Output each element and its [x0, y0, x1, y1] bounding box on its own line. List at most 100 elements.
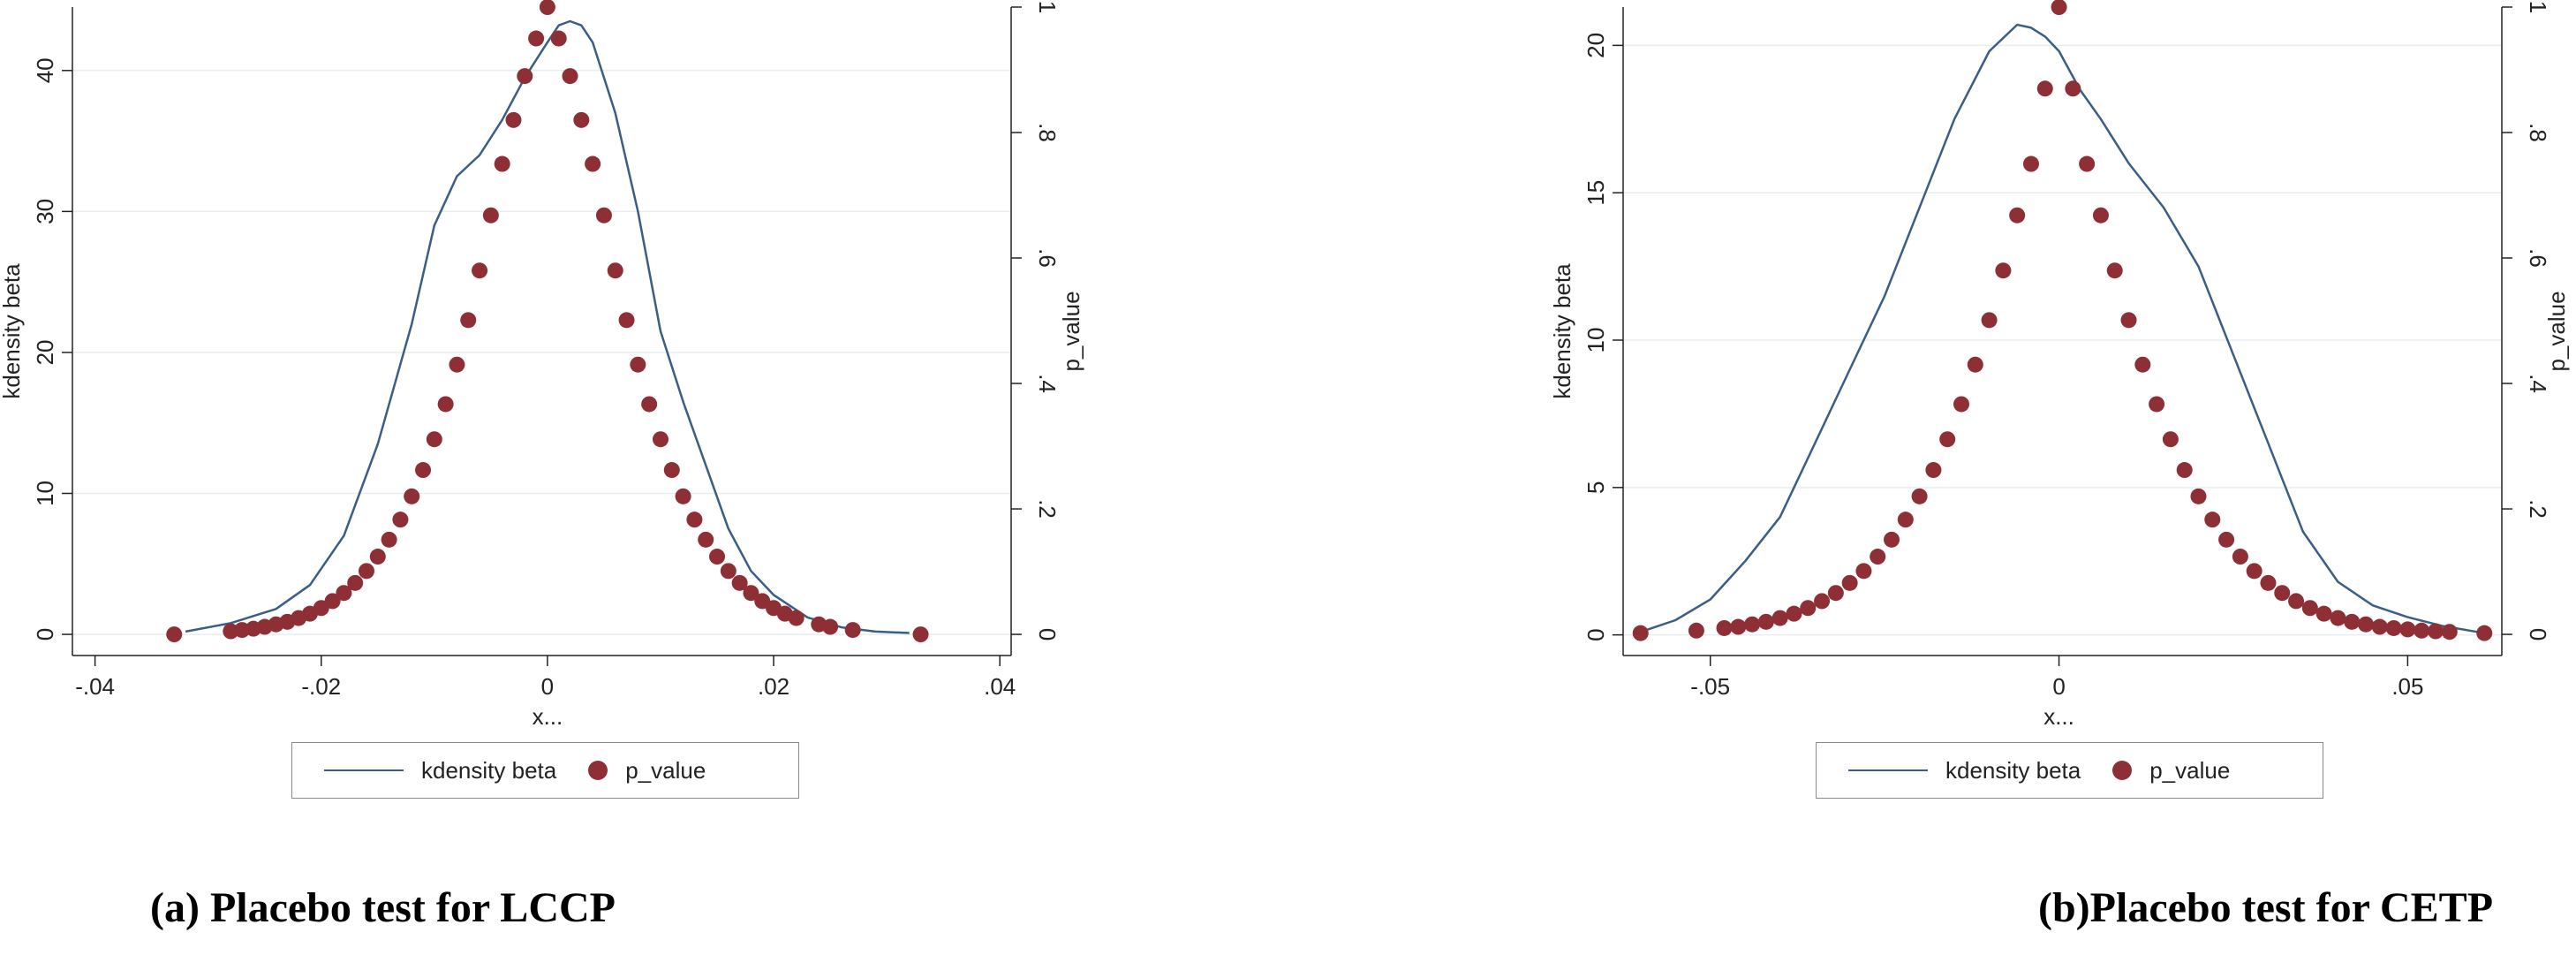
y-right-tick-label: 0: [1034, 628, 1061, 640]
p-value-point: [1911, 488, 1928, 504]
legend-label-p-value: p_value: [2149, 756, 2231, 784]
p-value-point: [2315, 605, 2332, 622]
p-value-point: [2065, 80, 2081, 97]
p-value-point: [607, 262, 623, 279]
y-tick-label: 20: [1583, 33, 1609, 58]
p-value-point: [2246, 563, 2262, 580]
p-value-point: [2399, 621, 2416, 638]
legend-item-p-value: p_value: [2112, 757, 2230, 784]
y-tick-label: 10: [32, 481, 58, 506]
p-value-point: [2344, 613, 2361, 630]
p-value-point: [2301, 600, 2318, 617]
p-value-point: [2260, 574, 2277, 591]
p-value-point: [1841, 574, 1858, 591]
p-value-point: [1995, 262, 2012, 279]
p-value-point: [2022, 155, 2039, 172]
y-tick-label: 40: [32, 57, 58, 83]
p-value-point: [709, 549, 726, 565]
p-value-point: [731, 574, 748, 591]
y-right-tick-label: .6: [2525, 248, 2551, 268]
p-value-point: [2190, 488, 2207, 504]
p-value-point: [517, 68, 533, 85]
p-value-point: [324, 593, 341, 610]
p-value-point: [1897, 512, 1914, 528]
y-right-tick-label: .2: [2525, 499, 2551, 519]
p-value-point: [1771, 610, 1788, 626]
p-value-point: [449, 356, 465, 373]
p-value-point: [550, 30, 567, 47]
p-value-point: [743, 585, 759, 602]
y-right-tick-label: .2: [1034, 499, 1061, 519]
p-value-point: [663, 462, 680, 479]
p-value-point: [641, 396, 658, 413]
p-value-point: [336, 585, 352, 602]
p-value-point: [2441, 624, 2458, 640]
p-value-point: [1967, 356, 1983, 373]
p-value-point: [472, 262, 488, 279]
p-value-point: [404, 488, 420, 504]
p-value-point: [2385, 619, 2402, 636]
p-value-point: [822, 618, 839, 635]
p-value-point: [381, 531, 397, 548]
p-value-point: [426, 431, 442, 448]
p-value-point: [2232, 549, 2248, 565]
y-tick-label: 5: [1583, 481, 1609, 494]
legend-item-p-value: p_value: [588, 757, 706, 784]
p-value-point: [358, 563, 374, 580]
p-value-point: [2427, 623, 2444, 640]
y-tick-label: 30: [32, 199, 58, 224]
legend-item-kdensity: kdensity beta: [1848, 757, 2081, 784]
p-value-point: [1870, 549, 1886, 565]
p-value-point: [1827, 585, 1844, 602]
chart-panel-b: -.05 0 .05 0 5 10 15 20 0 .2 .4 .6 .8 1 x... kdensity b…: [1288, 0, 2575, 955]
p-value-point: [2106, 262, 2123, 279]
p-value-point: [2204, 512, 2221, 528]
x-tick-label: .05: [2391, 673, 2423, 700]
p-value-point: [630, 356, 646, 373]
p-value-point: [2358, 616, 2375, 633]
p-value-point: [460, 312, 477, 329]
y-right-tick-label: 1: [2525, 1, 2551, 13]
p-value-point: [1981, 312, 1998, 329]
x-tick-label: .02: [758, 673, 789, 700]
chart-b-legend: kdensity beta p_value: [1816, 742, 2323, 799]
y-right-tick-label: 0: [2525, 628, 2551, 640]
p-value-point: [562, 68, 578, 85]
p-value-point: [686, 512, 703, 528]
p-value-point: [2176, 462, 2193, 479]
chart-a-plot: -.04 -.02 0 .02 .04 0 10 20 30 40 0 .2 .4 .6 .8 1 x... kd…: [0, 0, 1084, 730]
y-tick-label: 10: [1583, 328, 1609, 353]
p-value-point: [2218, 531, 2235, 548]
p-value-point: [675, 488, 691, 504]
legend-dot-swatch: [2112, 761, 2133, 780]
p-value-point: [2371, 618, 2388, 635]
p-value-point: [1632, 625, 1649, 641]
p-value-point: [1800, 600, 1817, 617]
p-value-point: [528, 30, 545, 47]
p-value-point: [415, 462, 432, 479]
legend-dot-swatch: [588, 761, 608, 780]
p-value-point: [2036, 80, 2053, 97]
p-value-point: [585, 155, 601, 172]
legend-label-p-value: p_value: [625, 756, 706, 784]
p-value-point: [1744, 616, 1761, 633]
p-value-point: [2288, 593, 2305, 610]
p-value-point: [2330, 610, 2346, 626]
p-value-point: [2092, 207, 2109, 224]
x-tick-label: -.05: [1690, 673, 1730, 700]
x-tick-label: -.02: [301, 673, 341, 700]
p-value-point: [1730, 618, 1747, 635]
p-value-point: [1939, 431, 1956, 448]
y-right-axis-label: p_value: [2543, 291, 2570, 371]
y-tick-label: 0: [32, 628, 58, 640]
y-tick-label: 0: [1583, 628, 1609, 640]
p-value-point: [652, 431, 669, 448]
chart-a-legend: kdensity beta p_value: [291, 742, 799, 799]
p-value-point: [618, 312, 635, 329]
p-value-point: [494, 155, 510, 172]
p-value-point: [392, 512, 409, 528]
x-axis-label: x...: [2043, 703, 2074, 730]
p-value-point: [1884, 531, 1900, 548]
chart-b-plot: -.05 0 .05 0 5 10 15 20 0 .2 .4 .6 .8 1 x... kdensity b…: [1549, 0, 2570, 730]
y-right-axis-label: p_value: [1058, 291, 1084, 371]
